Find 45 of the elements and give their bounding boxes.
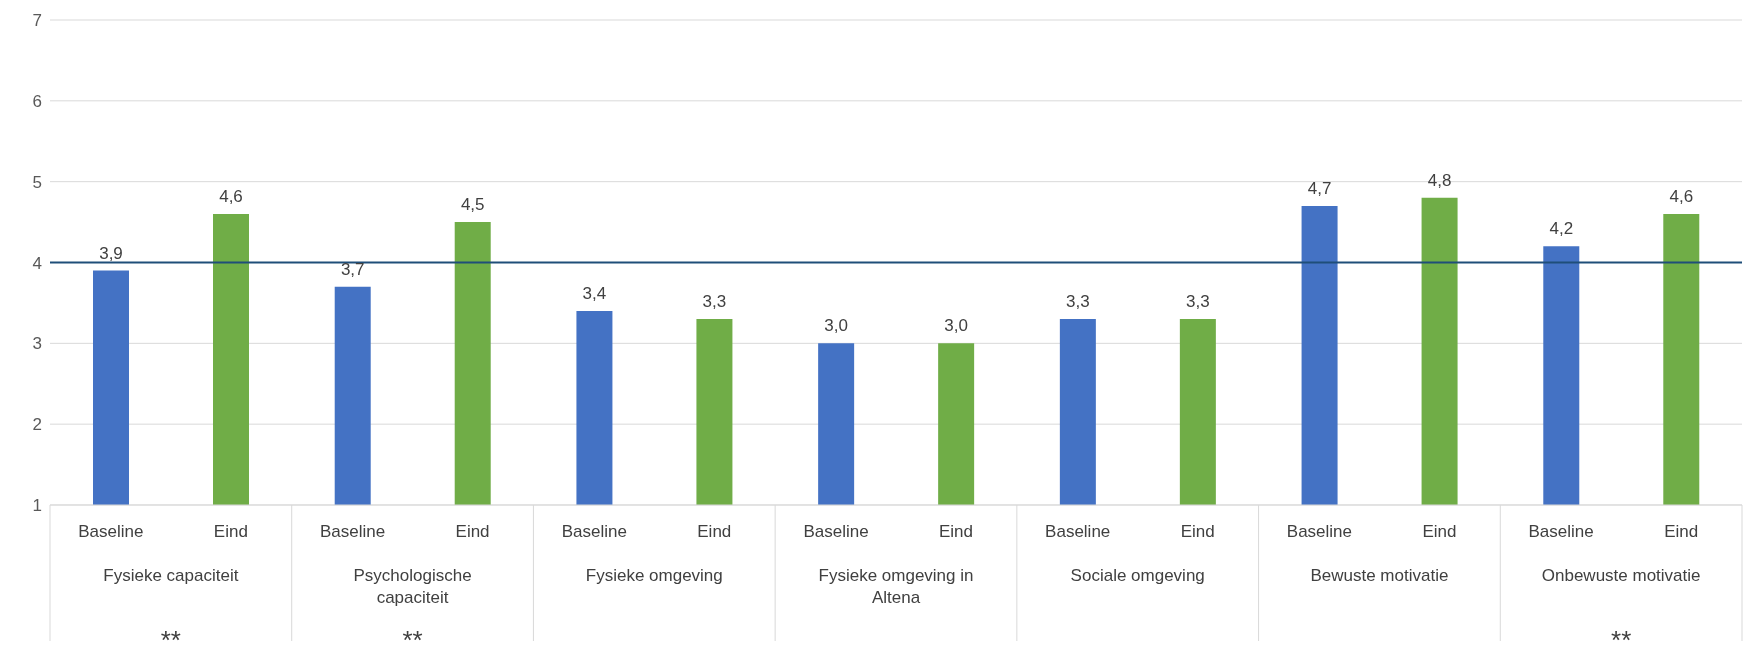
data-label: 3,3 [702, 292, 727, 312]
y-tick-label: 2 [32, 415, 42, 435]
data-label: 3,4 [582, 284, 607, 303]
series-label: Baseline [1045, 522, 1111, 541]
data-label: 3,7 [340, 259, 365, 279]
text: Baseline [561, 522, 627, 541]
text: Baseline [1286, 522, 1353, 541]
text: Baseline [803, 522, 869, 541]
text: Eind [1422, 522, 1457, 541]
series-label: Eind [213, 522, 248, 541]
text: Baseline [78, 522, 144, 541]
text: Eind [1180, 522, 1215, 541]
text: ** [1611, 625, 1632, 655]
y-tick-label: 1 [32, 496, 42, 516]
data-label: 3,3 [1186, 292, 1210, 312]
text: ** [402, 625, 423, 655]
x-tick-label: Fysieke capaciteit [103, 566, 239, 585]
text: Baseline [319, 522, 386, 541]
y-tick-label: 3 [32, 334, 42, 354]
text: ** [160, 625, 181, 655]
y-tick-label: 7 [32, 11, 42, 31]
x-tick-label: Bewuste motivatie [1310, 566, 1449, 585]
data-label: 4,6 [219, 187, 243, 206]
data-label: 4,8 [1427, 170, 1452, 190]
data-label: 3,3 [1066, 292, 1090, 312]
y-tick-label: 5 [32, 172, 42, 192]
data-label: 4,5 [460, 195, 485, 215]
text: Baseline [1528, 522, 1594, 541]
data-label: 4,7 [1307, 178, 1332, 198]
text: Eind [938, 522, 974, 541]
text: Eind [1664, 522, 1699, 541]
data-label: 3,9 [99, 243, 123, 263]
x-tick-label: Onbewuste motivatie [1541, 566, 1701, 585]
text: Eind [697, 522, 732, 541]
y-tick-label: 4 [32, 253, 42, 273]
data-label: 4,2 [1549, 219, 1574, 239]
x-tick-label: Sociale omgeving [1070, 566, 1205, 585]
y-tick-label: 6 [32, 91, 42, 111]
data-label: 3,0 [824, 316, 848, 336]
text: Eind [455, 522, 490, 541]
x-tick-label: Psychologische capaciteit [353, 566, 472, 607]
data-label: 3,0 [944, 316, 968, 336]
x-tick-label: Fysieke omgeving in Altena [818, 566, 974, 607]
x-tick-label: Fysieke omgeving [585, 566, 723, 585]
data-label: 4,6 [1669, 187, 1694, 206]
